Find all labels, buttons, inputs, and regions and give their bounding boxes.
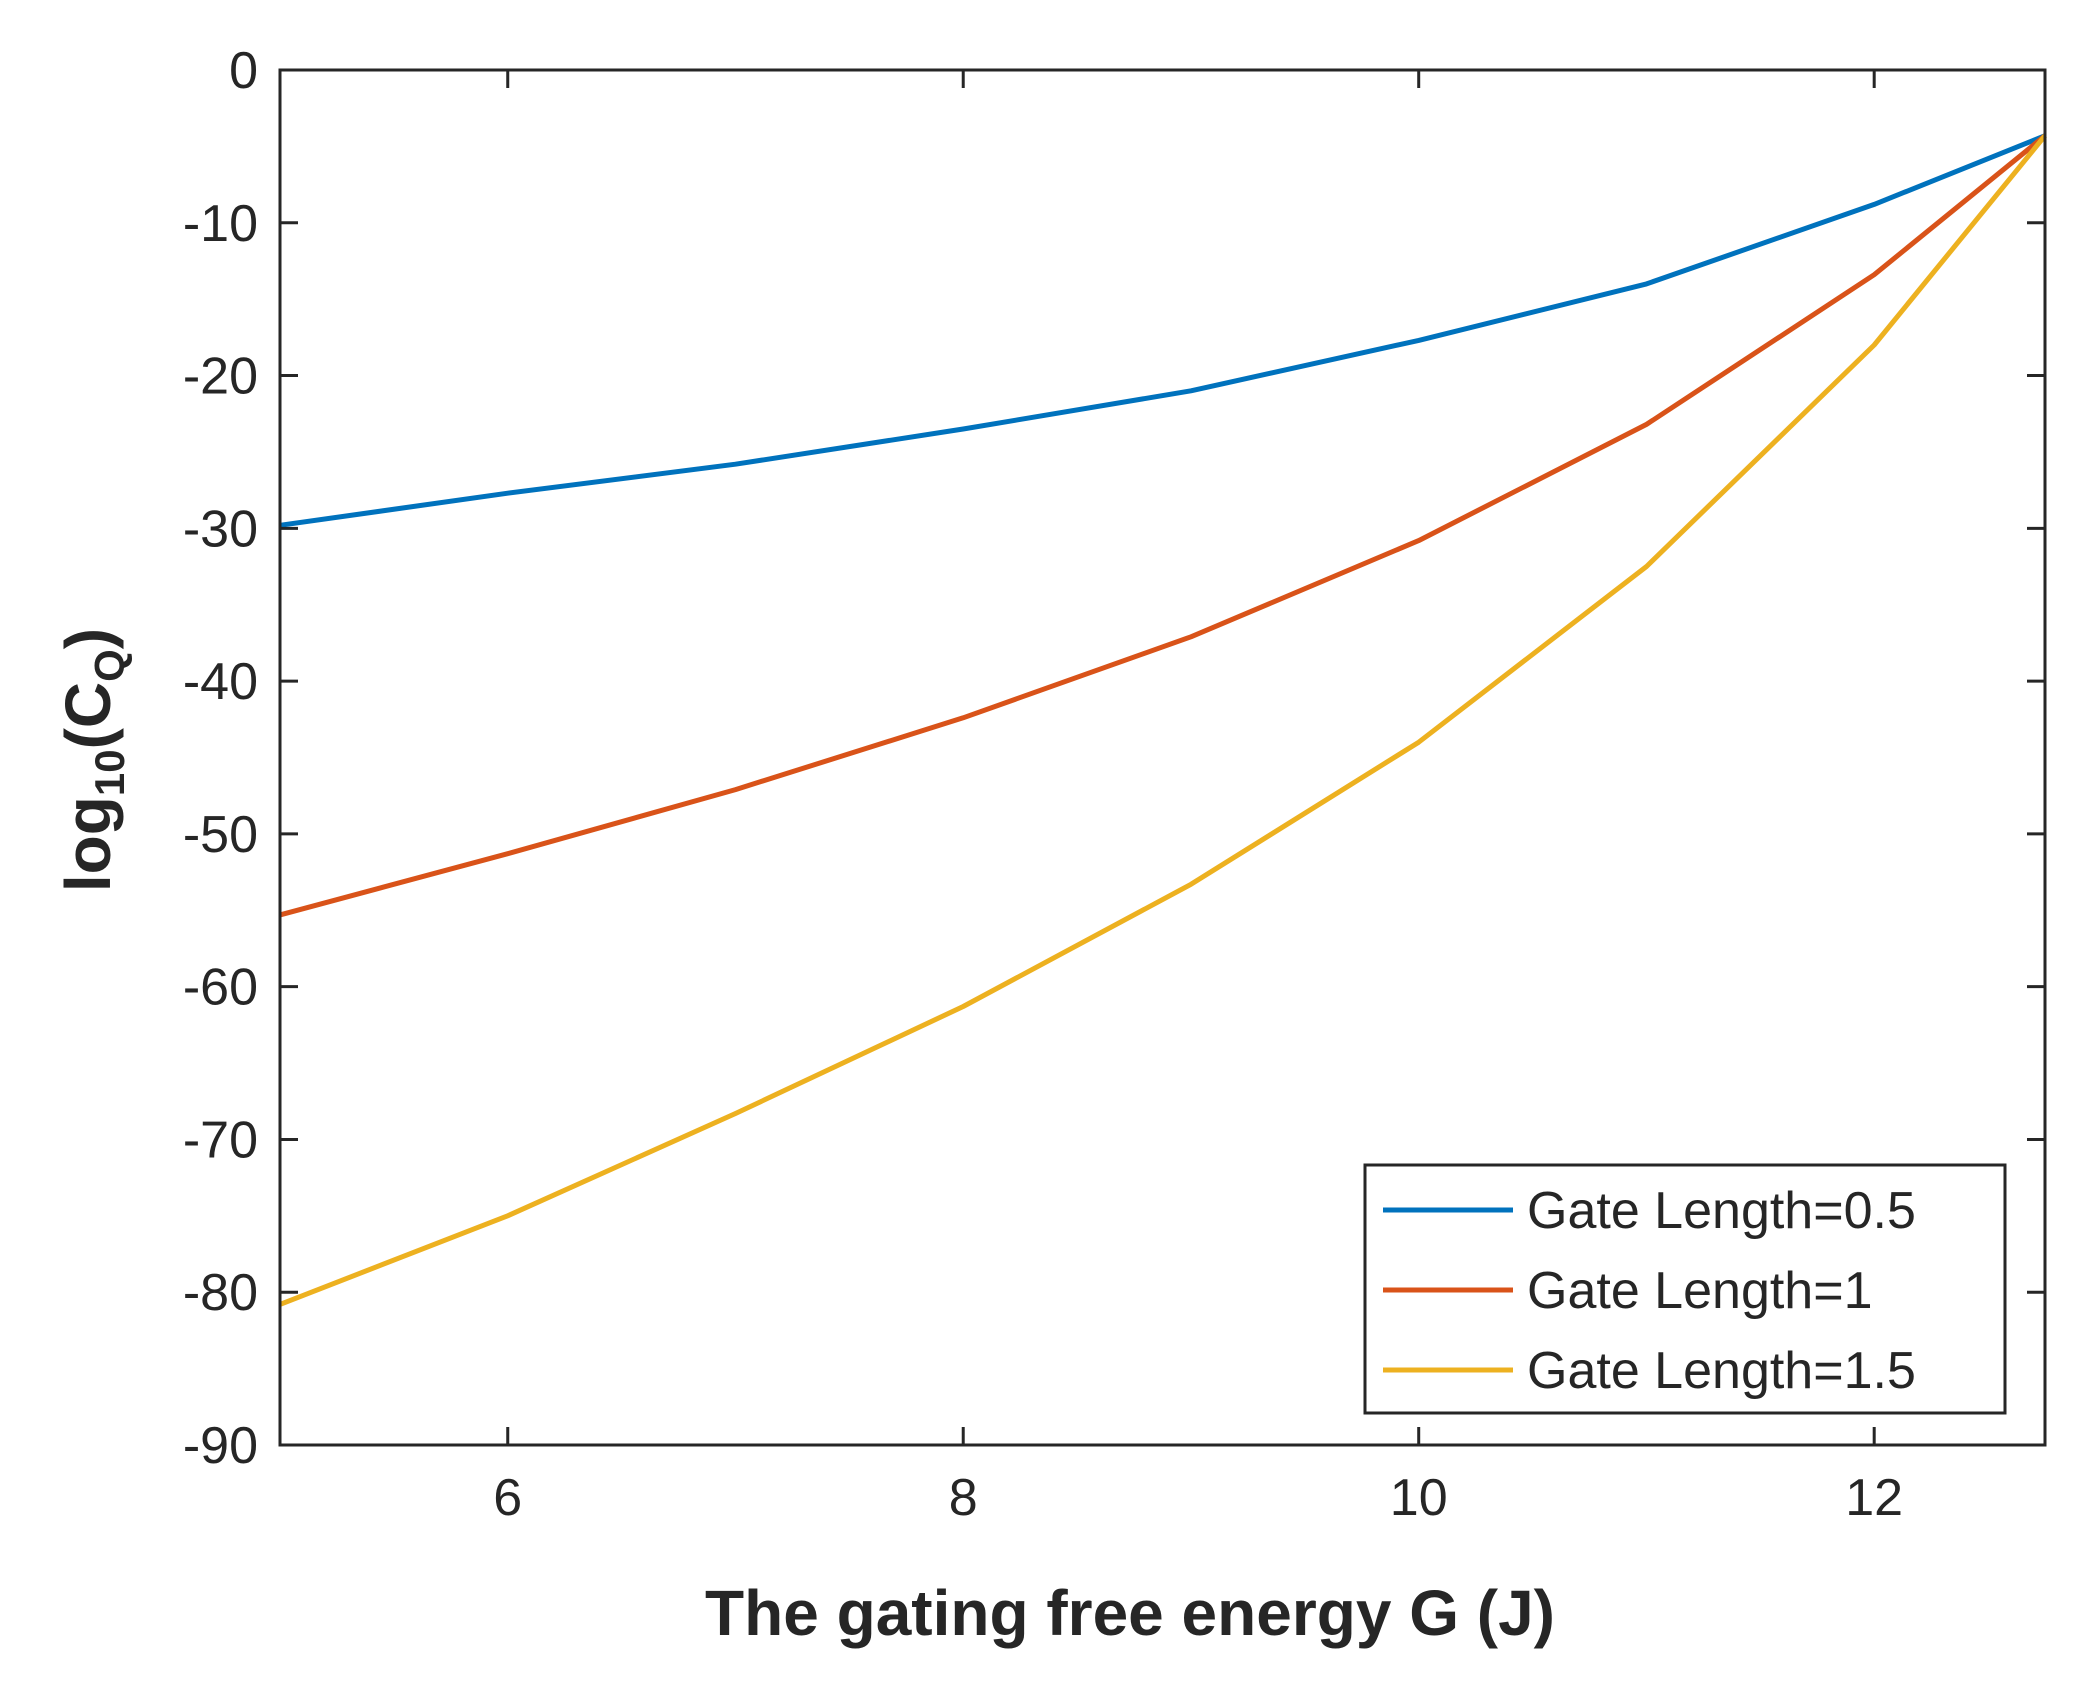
y-tick-label: -90: [183, 1417, 258, 1475]
y-tick-label: -50: [183, 806, 258, 864]
y-axis-title-subscript: Q: [86, 649, 133, 682]
y-tick-label: 0: [229, 42, 258, 100]
y-tick-label: -20: [183, 348, 258, 406]
series-line-3: [279, 134, 2047, 1307]
x-tick-label: 10: [1390, 1469, 1448, 1527]
y-axis: 0 -10 -20 -30 -40 -50 -60 -70 -80 -90: [183, 42, 2045, 1475]
x-tick-label: 12: [1845, 1469, 1903, 1527]
y-axis-title-close: ): [52, 628, 124, 649]
legend: Gate Length=0.5 Gate Length=1 Gate Length=…: [1363, 1163, 2007, 1415]
y-axis-title-open: (C: [52, 682, 124, 750]
y-tick-label: -40: [183, 653, 258, 711]
series-line-1: [279, 133, 2046, 528]
legend-label-3: Gate Length=1.5: [1527, 1342, 1916, 1400]
y-tick-label: -80: [183, 1264, 258, 1322]
y-tick-label: -30: [183, 500, 258, 558]
y-axis-title: log10(CQ): [52, 628, 133, 892]
y-axis-title-base: log: [52, 796, 124, 892]
y-axis-title-base-subscript: 10: [86, 749, 133, 796]
x-axis-title: The gating free energy G (J): [705, 1577, 1555, 1649]
legend-label-1: Gate Length=0.5: [1527, 1182, 1916, 1240]
x-tick-label: 8: [949, 1469, 978, 1527]
y-tick-label: -60: [183, 959, 258, 1017]
plot-area: [278, 68, 2047, 1447]
series-line-2: [279, 133, 2047, 918]
x-axis: 6 8 10 12: [493, 70, 1903, 1527]
x-tick-label: 6: [493, 1469, 522, 1527]
y-tick-label: -10: [183, 195, 258, 253]
y-tick-label: -70: [183, 1111, 258, 1169]
axes-box: [278, 68, 2047, 1447]
legend-label-2: Gate Length=1: [1527, 1262, 1873, 1320]
